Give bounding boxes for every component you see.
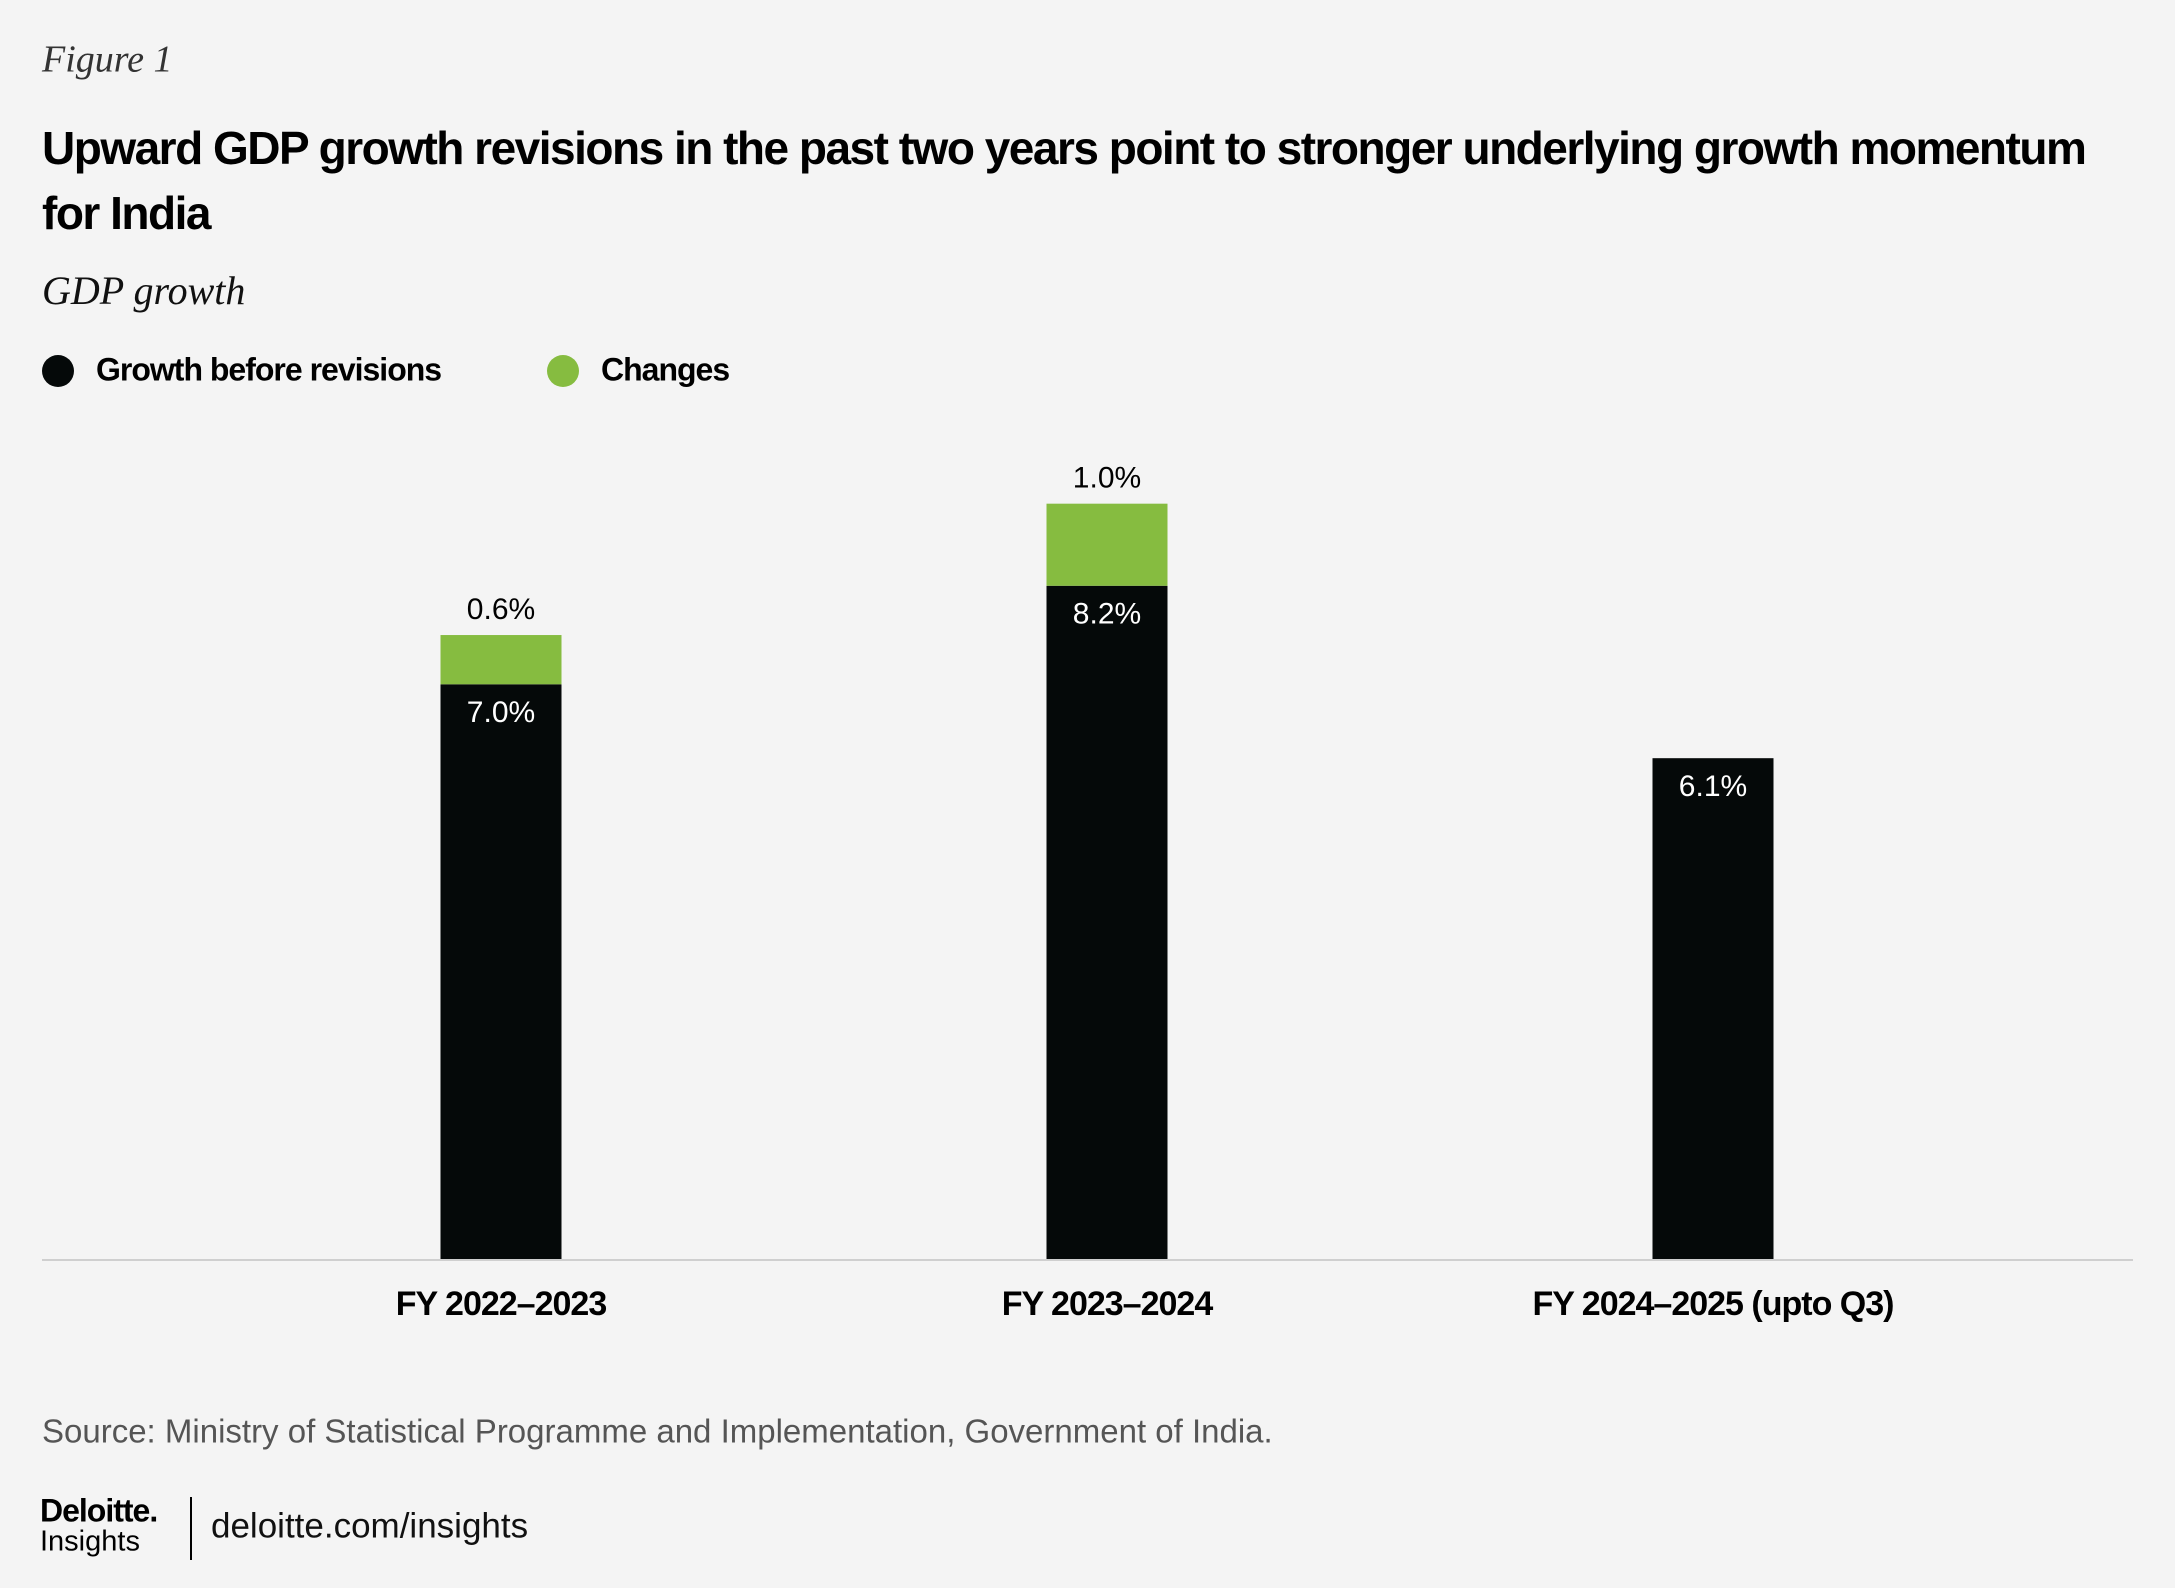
data-label: 0.6% [467,593,535,626]
legend-label: Growth before revisions [96,351,441,387]
logo-sub: Insights [40,1526,140,1558]
legend-swatch [42,355,74,387]
bar-segment [440,684,562,1259]
data-label: 6.1% [1679,770,1747,803]
legend-label: Changes [601,351,729,387]
logo: Deloitte. [40,1492,157,1528]
url: deloitte.com/insights [211,1506,528,1545]
x-tick-label: FY 2024–2025 (upto Q3) [1533,1285,1894,1323]
x-tick-label: FY 2022–2023 [396,1285,607,1323]
x-tick-label: FY 2023–2024 [1002,1285,1214,1323]
data-label: 7.0% [467,696,535,729]
bar-segment [1046,503,1168,586]
bar-segment [1652,758,1774,1259]
source: Source: Ministry of Statistical Programm… [42,1413,1273,1450]
subtitle: GDP growth [42,268,245,313]
bar-segment [440,635,562,685]
data-label: 1.0% [1073,462,1141,495]
chart-title: Upward GDP growth revisions in the past … [42,122,2087,239]
figure-label: Figure 1 [41,39,173,81]
legend-swatch [547,355,579,387]
data-label: 8.2% [1073,598,1141,631]
bar-segment [1046,585,1168,1259]
